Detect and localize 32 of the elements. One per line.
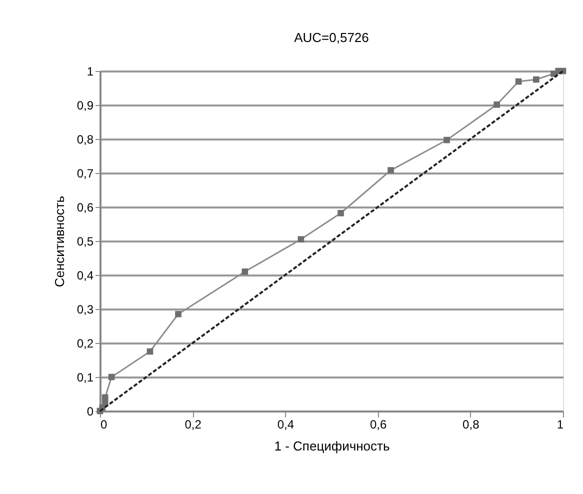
point (102, 394, 108, 401)
y-axis-title: Сенситивность (52, 196, 67, 288)
point (298, 236, 304, 242)
x-tick-label: 0,4 (277, 418, 294, 432)
point (242, 268, 248, 275)
point (444, 136, 450, 144)
y-tick-label: 0 (86, 404, 94, 418)
point (388, 167, 394, 174)
point (108, 374, 115, 380)
y-tick-label: 0,4 (76, 268, 94, 282)
x-tick-label: 0,2 (184, 418, 202, 432)
y-tick-label: 0,7 (76, 166, 94, 180)
x-tick-label: 0,6 (370, 418, 387, 432)
x-axis-title: 1 - Специфичность (274, 438, 390, 454)
y-tick-label: 0,5 (76, 234, 94, 248)
point (494, 102, 500, 108)
y-tick-label: 0,1 (76, 370, 94, 384)
x-tick-label: 1 (556, 418, 564, 432)
y-tick-label: 0,9 (76, 98, 94, 112)
point (532, 76, 540, 83)
y-tick-label: 0,8 (76, 132, 94, 146)
y-tick-label: 0,3 (76, 302, 94, 316)
point (515, 78, 522, 85)
y-tick-label: 0,2 (76, 336, 94, 350)
x-tick-label: 0 (100, 418, 108, 432)
y-tick-label: 1 (86, 64, 94, 78)
y-tick-label: 0,6 (76, 200, 94, 214)
chart-title: AUC=0,5726 (294, 30, 369, 45)
point (146, 348, 154, 355)
point (338, 210, 344, 216)
point (175, 310, 182, 318)
x-tick-label: 0,8 (462, 418, 480, 432)
